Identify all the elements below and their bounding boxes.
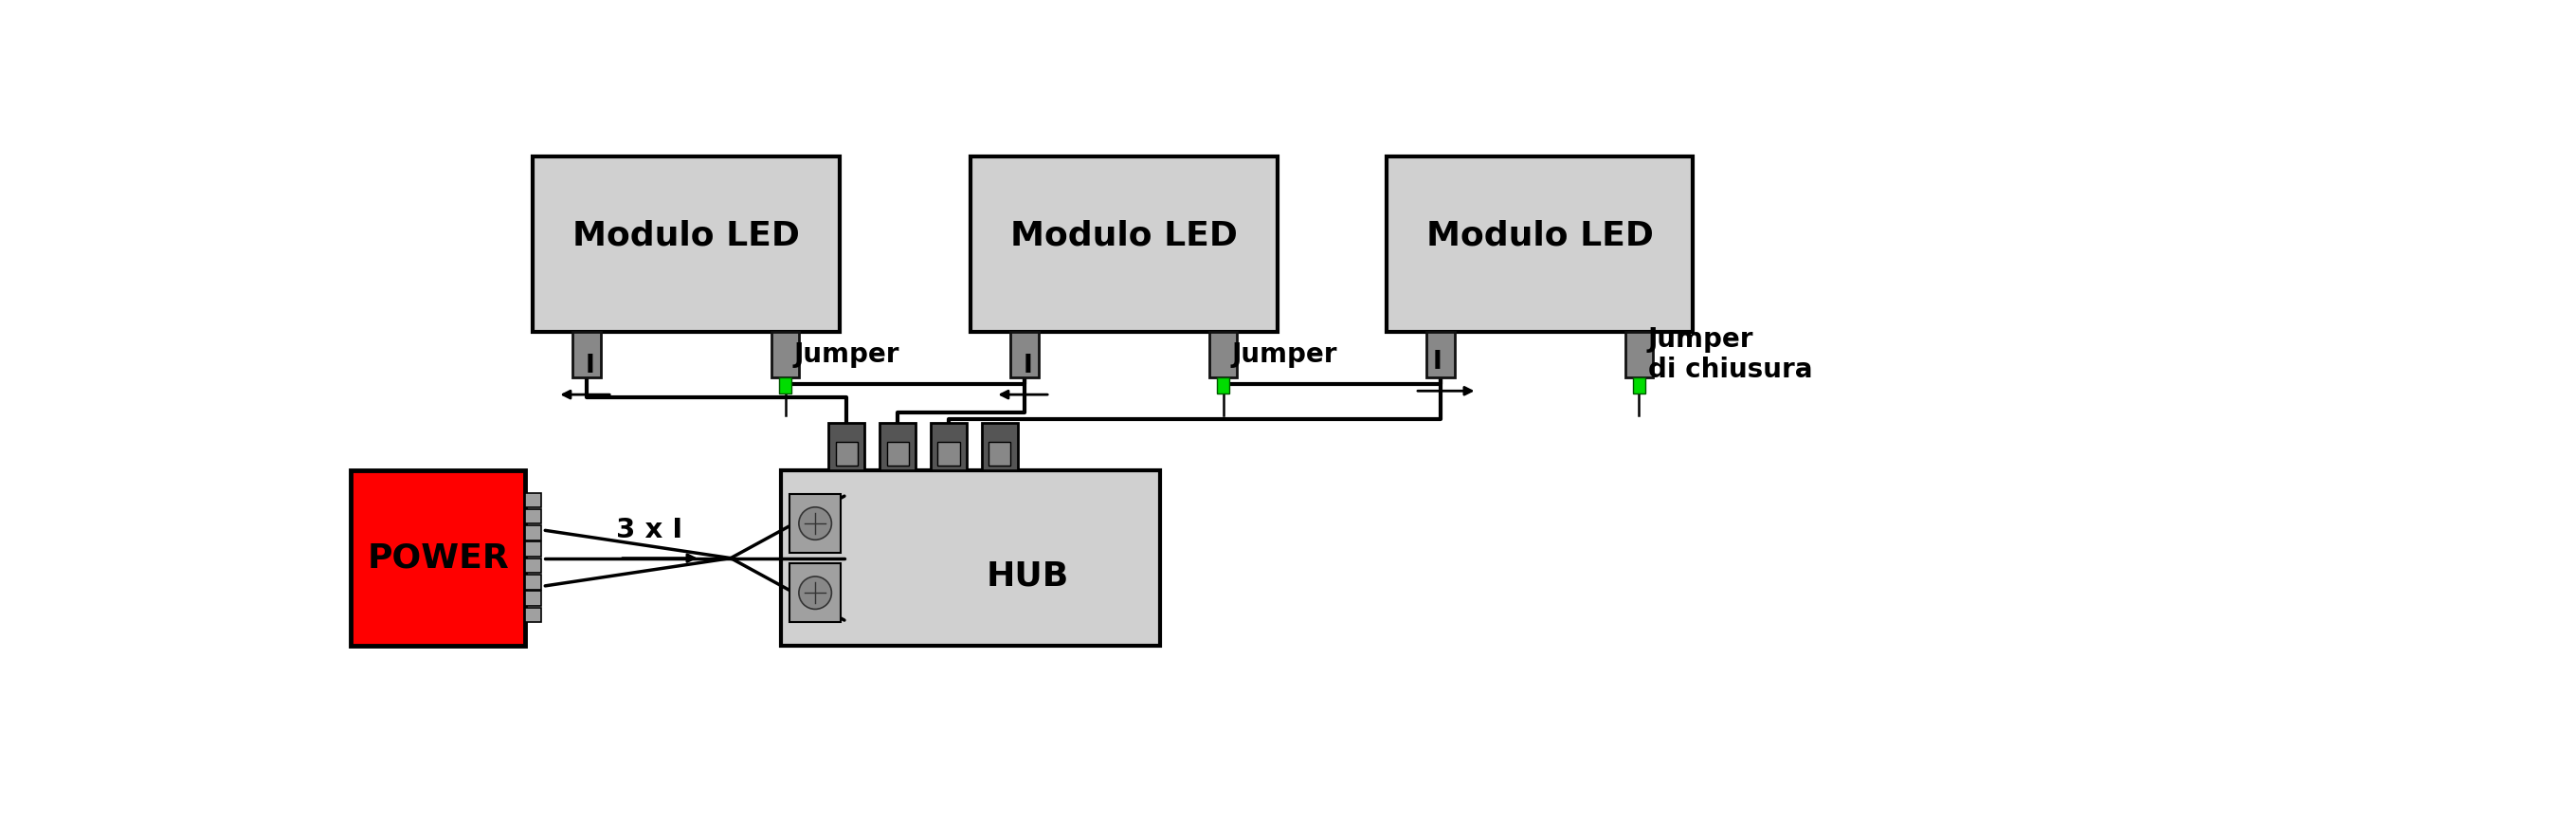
Bar bbox=[835, 442, 858, 466]
Bar bbox=[572, 332, 600, 377]
Bar bbox=[1633, 377, 1646, 393]
Bar bbox=[1386, 157, 1692, 332]
Bar bbox=[526, 526, 541, 540]
Bar bbox=[526, 509, 541, 523]
Bar bbox=[989, 442, 1010, 466]
Text: Jumper: Jumper bbox=[793, 341, 899, 368]
Circle shape bbox=[799, 577, 832, 609]
Bar bbox=[886, 442, 909, 466]
Bar bbox=[526, 542, 541, 556]
Bar bbox=[1010, 332, 1038, 377]
Text: I: I bbox=[1023, 353, 1033, 378]
Bar bbox=[526, 607, 541, 622]
Text: 3 x I: 3 x I bbox=[616, 517, 683, 544]
Bar bbox=[533, 157, 840, 332]
Bar bbox=[350, 471, 526, 646]
Text: HUB: HUB bbox=[987, 559, 1069, 592]
Bar bbox=[1625, 332, 1654, 377]
Text: POWER: POWER bbox=[366, 542, 510, 574]
Text: I: I bbox=[1432, 350, 1443, 375]
Bar bbox=[878, 423, 917, 471]
Bar bbox=[526, 591, 541, 606]
Bar bbox=[781, 471, 1159, 646]
Bar bbox=[778, 377, 791, 393]
Circle shape bbox=[799, 507, 832, 540]
Bar bbox=[791, 494, 840, 553]
Text: Modulo LED: Modulo LED bbox=[572, 219, 799, 251]
Bar bbox=[1427, 332, 1455, 377]
Bar bbox=[526, 575, 541, 589]
Bar bbox=[526, 559, 541, 573]
Bar bbox=[791, 564, 840, 622]
Bar bbox=[981, 423, 1018, 471]
Bar bbox=[770, 332, 799, 377]
Bar bbox=[938, 442, 961, 466]
Text: Jumper: Jumper bbox=[1231, 341, 1337, 368]
Text: Modulo LED: Modulo LED bbox=[1427, 219, 1654, 251]
Bar bbox=[1208, 332, 1236, 377]
Bar bbox=[1216, 377, 1229, 393]
Text: I: I bbox=[585, 353, 595, 378]
Text: Modulo LED: Modulo LED bbox=[1010, 219, 1236, 251]
Text: Jumper
di chiusura: Jumper di chiusura bbox=[1649, 325, 1814, 383]
Bar bbox=[930, 423, 966, 471]
Bar bbox=[526, 493, 541, 508]
Bar bbox=[971, 157, 1278, 332]
Bar bbox=[829, 423, 866, 471]
